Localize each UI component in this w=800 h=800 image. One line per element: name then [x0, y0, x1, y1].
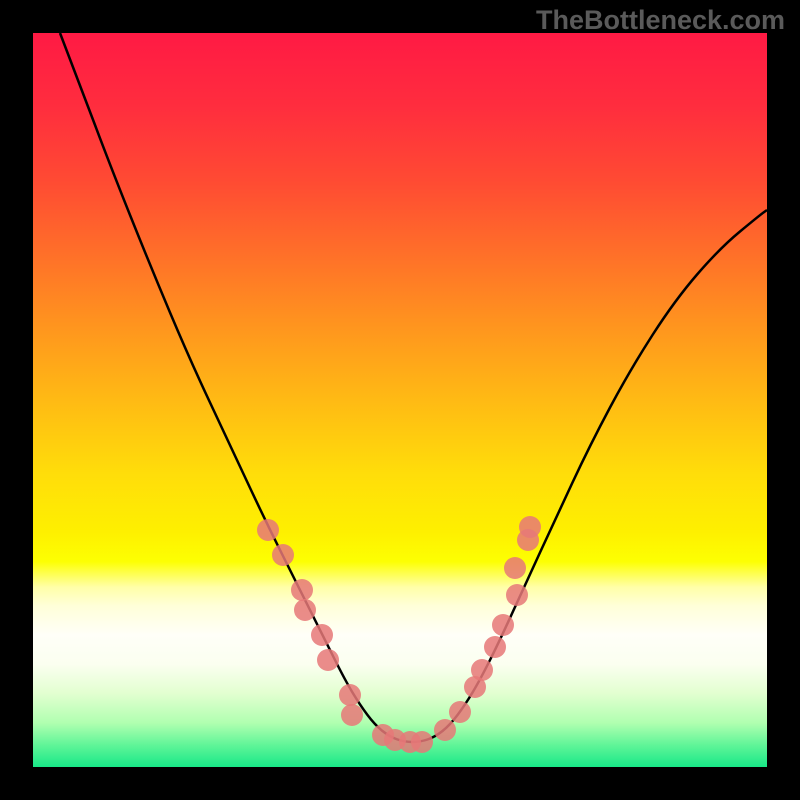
data-marker [519, 516, 541, 538]
data-marker [411, 731, 433, 753]
data-marker [339, 684, 361, 706]
data-marker [294, 599, 316, 621]
plot-background [33, 33, 767, 767]
watermark-text: TheBottleneck.com [536, 5, 785, 36]
data-marker [506, 584, 528, 606]
data-marker [492, 614, 514, 636]
data-marker [434, 719, 456, 741]
data-marker [317, 649, 339, 671]
data-marker [272, 544, 294, 566]
data-marker [311, 624, 333, 646]
data-marker [257, 519, 279, 541]
data-marker [341, 704, 363, 726]
data-marker [449, 701, 471, 723]
data-marker [504, 557, 526, 579]
data-marker [291, 579, 313, 601]
chart-svg [0, 0, 800, 800]
data-marker [471, 659, 493, 681]
chart-canvas: TheBottleneck.com [0, 0, 800, 800]
data-marker [484, 636, 506, 658]
